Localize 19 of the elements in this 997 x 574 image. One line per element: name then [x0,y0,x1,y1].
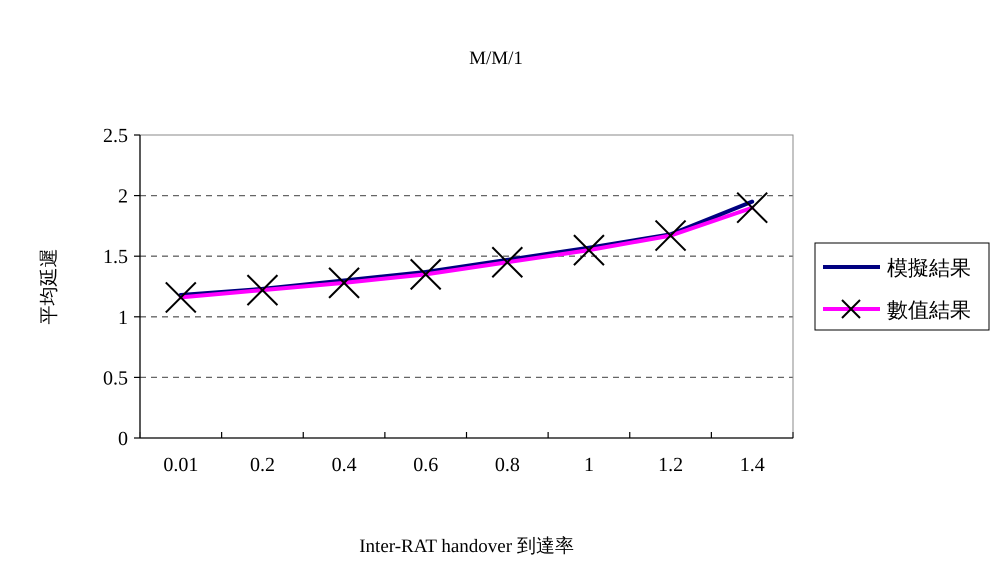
x-tick-label: 0.6 [413,454,438,476]
x-tick-label: 0.01 [163,454,198,476]
y-tick-label: 0.5 [103,367,128,390]
legend-label: 數值結果 [887,298,971,322]
x-tick-label: 1 [584,454,594,476]
x-tick-label: 0.8 [494,454,520,476]
x-tick-label: 0.2 [250,454,275,476]
y-axis-title: 平均延遲 [39,248,60,324]
y-tick-label: 2 [118,186,128,208]
y-tick-label: 1 [118,306,128,329]
y-tick-label: 1.5 [103,246,128,268]
x-tick-label: 0.4 [332,454,357,476]
x-tick-label: 1.2 [658,454,684,476]
y-tick-label: 2.5 [103,125,128,147]
x-axis-title: Inter-RAT handover 到達率 [359,535,574,557]
legend-label: 模擬結果 [887,256,971,280]
chart-title: M/M/1 [469,48,523,69]
y-tick-label: 0 [118,428,128,450]
x-tick-label: 1.4 [740,454,765,476]
